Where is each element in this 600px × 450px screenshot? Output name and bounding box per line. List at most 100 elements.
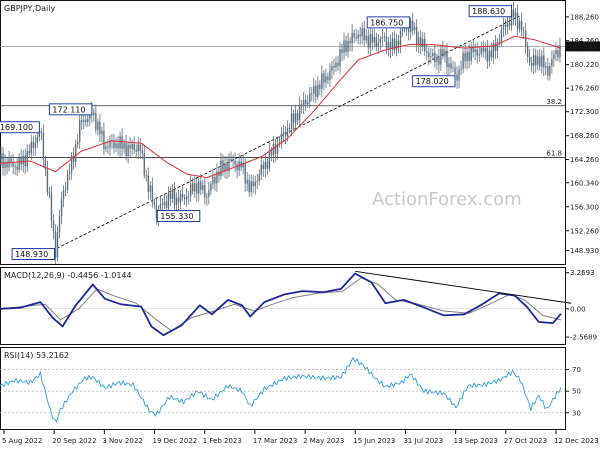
candle-body — [83, 120, 85, 122]
candle-body — [262, 164, 265, 170]
candle-body — [18, 157, 20, 170]
candle-body — [109, 141, 111, 148]
candle-body — [30, 141, 32, 154]
price-annotation-box — [11, 248, 55, 261]
candle-body — [474, 49, 476, 53]
candle-body — [298, 104, 301, 121]
candle-body — [151, 185, 154, 203]
candle-body — [514, 12, 517, 18]
last-price-box — [566, 41, 600, 52]
candle-body — [12, 162, 14, 167]
candle-body — [131, 144, 133, 149]
candle-body — [343, 40, 345, 53]
candle-body — [543, 55, 545, 68]
candle-body — [187, 195, 190, 197]
candle-body — [290, 113, 293, 129]
macd-ytick-label: 3.2693 — [570, 269, 595, 277]
price-annotation-label: 186.750 — [370, 18, 403, 27]
candle-body — [127, 144, 129, 156]
candle-body — [500, 29, 503, 43]
candle-body — [319, 84, 321, 89]
candle-body — [248, 179, 250, 193]
candle-body — [375, 37, 378, 47]
candle-body — [415, 26, 418, 45]
candle-body — [510, 9, 513, 26]
candle-body — [220, 160, 222, 177]
candle-body — [528, 56, 531, 63]
candle-body — [468, 51, 470, 61]
candle-body — [460, 68, 462, 70]
candle-body — [68, 171, 71, 174]
candle-body — [286, 128, 289, 137]
candle-body — [381, 37, 384, 39]
candle-body — [296, 112, 299, 121]
candle-body — [385, 36, 388, 49]
candle-body — [361, 28, 363, 37]
candle-body — [204, 185, 206, 198]
candle-body — [181, 193, 184, 198]
candle-body — [422, 38, 424, 47]
candle-body — [74, 144, 77, 163]
candle-body — [22, 155, 24, 165]
candle-body — [14, 166, 16, 168]
candle-body — [274, 143, 277, 154]
price-annotation-label: 188.630 — [472, 7, 505, 16]
candle-body — [458, 69, 460, 81]
candle-body — [327, 76, 329, 81]
candle-body — [478, 54, 480, 56]
candle-body — [244, 162, 246, 184]
candle-body — [208, 190, 210, 198]
candle-body — [60, 199, 63, 217]
candle-body — [46, 168, 49, 192]
candle-body — [40, 131, 43, 133]
price-annotation-box — [412, 75, 456, 88]
rsi-line — [0, 357, 562, 423]
candle-body — [212, 176, 214, 185]
price-annotation-label: 169.100 — [0, 123, 33, 132]
candle-body — [395, 40, 398, 51]
candle-body — [107, 146, 109, 148]
candle-body — [526, 46, 529, 57]
candle-body — [161, 203, 164, 205]
candle-body — [167, 193, 170, 208]
candle-body — [389, 41, 392, 50]
x-tick-label: 20 Sep 2022 — [52, 437, 96, 445]
x-tick-label: 31 Jul 2023 — [403, 437, 443, 445]
candle-body — [351, 32, 353, 44]
candle-body — [551, 58, 553, 66]
candle-body — [123, 143, 125, 149]
price-ytick-label: 168.260 — [570, 132, 599, 140]
candle-body — [177, 197, 180, 203]
candle-body — [214, 176, 216, 184]
candle-body — [58, 216, 61, 233]
candle-body — [488, 50, 491, 62]
candle-body — [234, 160, 236, 165]
candle-body — [202, 185, 204, 190]
x-axis: 5 Aug 2022 20 Sep 2022 3 Nov 2022 19 Dec 20… — [2, 430, 599, 445]
candle-body — [367, 35, 369, 48]
candle-body — [541, 55, 543, 67]
candle-body — [216, 171, 218, 184]
candle-body — [153, 202, 156, 205]
candle-body — [504, 24, 507, 28]
candle-body — [268, 150, 271, 169]
candle-body — [54, 231, 57, 258]
candle-body — [311, 93, 313, 95]
candle-body — [393, 38, 396, 51]
candle-body — [236, 164, 238, 171]
candle-body — [442, 49, 444, 57]
candle-body — [363, 28, 365, 41]
candle-body — [4, 161, 6, 168]
candle-body — [218, 171, 220, 177]
macd-title: MACD(12,26,9) -0.4456 -1.0144 — [4, 271, 132, 280]
candle-body — [454, 67, 456, 75]
fib-level-label: 61.8 — [546, 149, 562, 157]
candle-body — [533, 55, 535, 66]
candle-body — [288, 128, 291, 129]
candle-body — [401, 28, 404, 31]
candle-body — [95, 112, 97, 130]
candle-body — [254, 182, 256, 187]
candle-body — [6, 161, 8, 168]
price-annotation-box — [468, 5, 513, 18]
price-ytick-label: 148.930 — [570, 247, 599, 255]
